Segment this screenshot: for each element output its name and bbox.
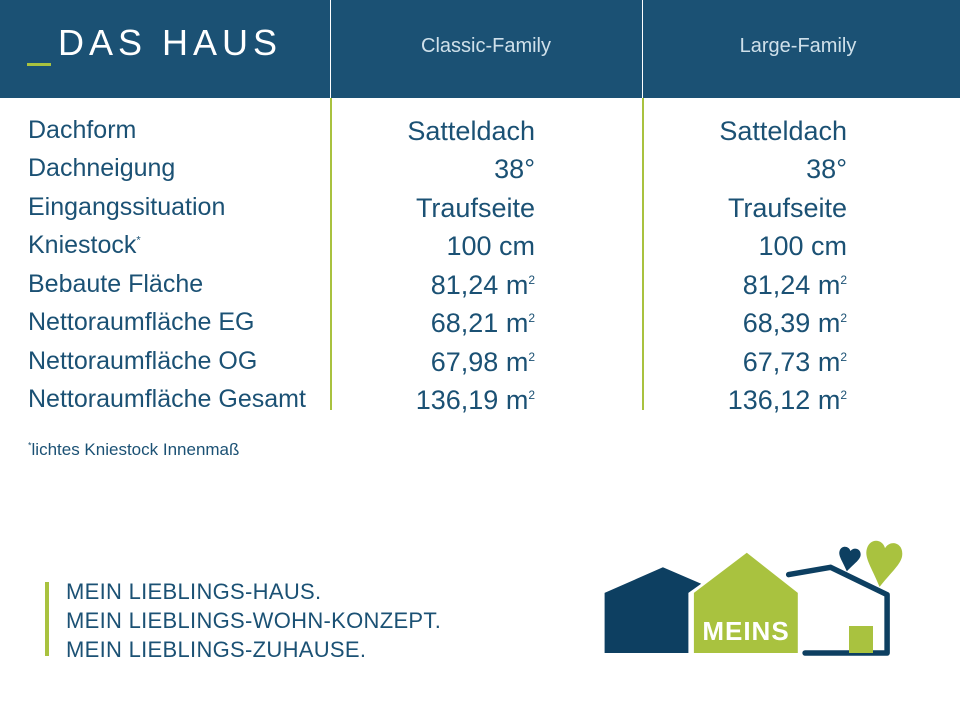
svg-text:MEINS: MEINS xyxy=(702,616,789,646)
